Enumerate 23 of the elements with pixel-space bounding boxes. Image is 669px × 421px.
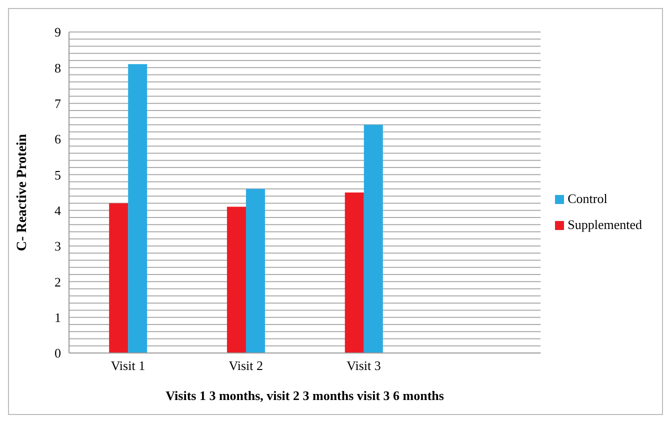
y-tick-label: 1 bbox=[54, 310, 61, 325]
legend-label: Control bbox=[568, 190, 608, 206]
bar bbox=[364, 124, 383, 353]
y-tick-label: 6 bbox=[54, 132, 62, 147]
y-tick-label: 9 bbox=[54, 24, 61, 40]
x-axis-title: Visits 1 3 months, visit 2 3 months visit 3 6 months bbox=[166, 388, 444, 403]
x-tick-label: Visit 3 bbox=[346, 358, 381, 374]
y-tick-label: 0 bbox=[54, 346, 61, 361]
y-tick-label: 5 bbox=[54, 167, 61, 182]
y-tick-label: 8 bbox=[54, 60, 61, 76]
bar bbox=[226, 206, 246, 353]
bar bbox=[109, 203, 128, 353]
y-tick-label: 7 bbox=[54, 96, 62, 111]
y-tick-label: 2 bbox=[54, 274, 61, 290]
y-tick-label: 3 bbox=[54, 238, 61, 254]
x-tick-label: Visit 2 bbox=[228, 358, 263, 374]
bar bbox=[246, 188, 265, 353]
y-tick-label: 4 bbox=[54, 202, 62, 218]
bar bbox=[128, 64, 148, 353]
legend-label: Supplemented bbox=[568, 216, 642, 232]
y-axis-title: C- Reactive Protein bbox=[14, 134, 30, 252]
bar bbox=[344, 192, 364, 353]
x-tick-label: Visit 1 bbox=[110, 358, 146, 374]
